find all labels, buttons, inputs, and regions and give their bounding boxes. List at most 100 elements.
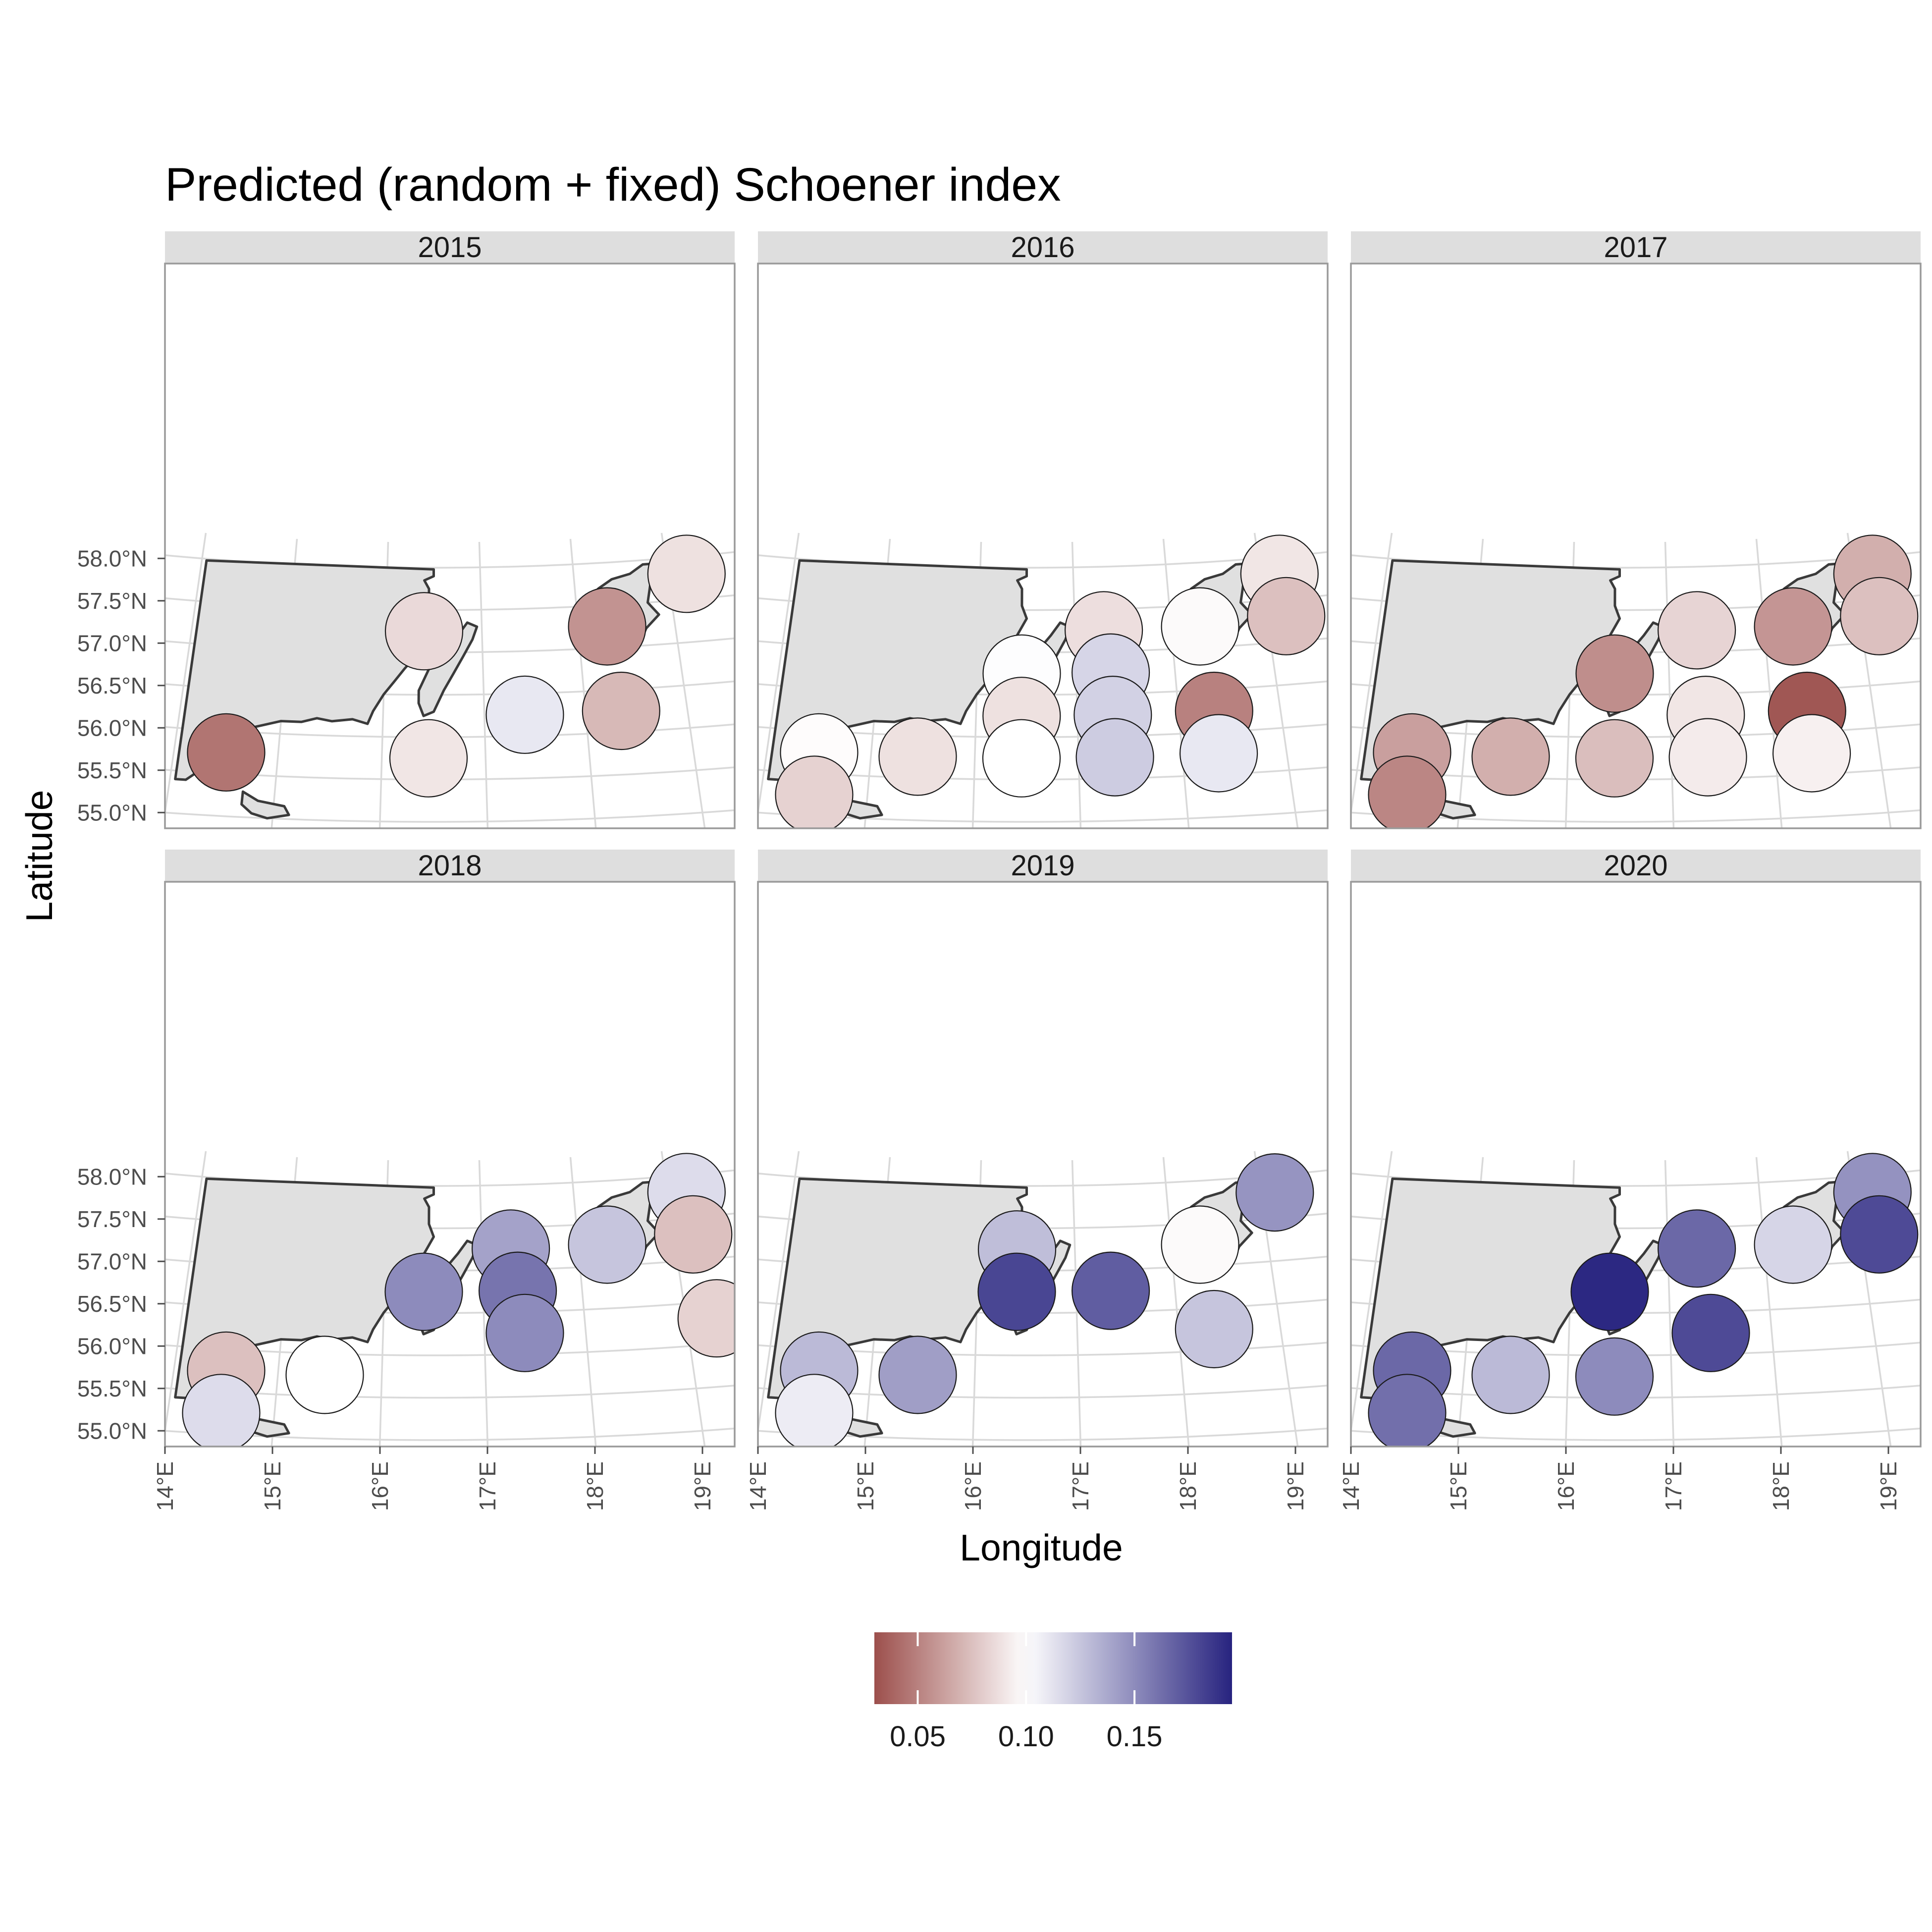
map-area [165, 1151, 735, 1447]
map-area [758, 533, 1328, 828]
latitude-tick-label: 57.5°N [77, 1206, 147, 1232]
legend-colorbar [874, 1632, 1232, 1704]
map-area [758, 1151, 1328, 1447]
longitude-tick-label: 15°E [260, 1461, 285, 1511]
facet-panel-2016: 2016 [757, 231, 1329, 829]
index-cell [1840, 1195, 1919, 1274]
longitude-tick-labels: 14°E 15°E 16°E 17°E 18°E 19°E 14°E 15°E 16°E 17°E… [152, 1447, 1901, 1511]
longitude-tick-label: 15°E [1446, 1461, 1471, 1511]
index-cell [1658, 1209, 1736, 1288]
index-cell [1668, 718, 1747, 797]
latitude-tick-label: 55.0°N [77, 800, 147, 825]
index-cell [1471, 717, 1550, 796]
legend-tick-label: 0.05 [890, 1720, 946, 1753]
latitude-tick-label: 55.5°N [77, 757, 147, 783]
longitude-tick-label: 18°E [1175, 1461, 1201, 1511]
index-cell [285, 1336, 364, 1414]
index-cell [1235, 1153, 1314, 1232]
facet-strip-label: 2015 [418, 231, 482, 264]
longitude-gridline [1071, 1160, 1082, 1447]
index-cell [1180, 714, 1258, 793]
latitude-tick-label: 56.5°N [77, 1291, 147, 1317]
facet-strip-label: 2018 [418, 850, 482, 882]
panel-border [1350, 263, 1922, 829]
index-cell [568, 587, 646, 666]
latitude-tick-label: 58.0°N [77, 545, 147, 571]
longitude-gridline [569, 1157, 597, 1447]
latitude-tick-label: 58.0°N [77, 1164, 147, 1189]
index-cell [1575, 1337, 1654, 1416]
longitude-tick-label: 14°E [745, 1461, 771, 1511]
index-cell [775, 1374, 854, 1447]
longitude-tick-label: 16°E [367, 1461, 393, 1511]
longitude-gridline [758, 533, 800, 819]
facet-strip [165, 231, 735, 264]
longitude-gridline [569, 538, 597, 828]
index-cell [647, 535, 726, 613]
index-cell [1575, 634, 1654, 713]
index-cell [1658, 591, 1736, 670]
longitude-gridline [758, 1151, 800, 1437]
index-cell [182, 1374, 261, 1447]
map-area [165, 533, 735, 828]
facet-strip [1351, 850, 1921, 882]
latitude-gridline [165, 809, 735, 823]
panel-border [757, 263, 1329, 829]
latitude-tick-label: 57.5°N [77, 588, 147, 614]
longitude-gridline [165, 533, 207, 819]
index-cell [1072, 1251, 1150, 1330]
longitude-tick-label: 14°E [152, 1461, 178, 1511]
longitude-gridline [478, 541, 489, 828]
index-cell [485, 1293, 564, 1372]
facet-strip [758, 231, 1328, 264]
longitude-tick-label: 16°E [960, 1461, 986, 1511]
index-cell [568, 1205, 646, 1284]
panel-border [1350, 881, 1922, 1448]
index-cell [1075, 718, 1154, 797]
facet-strip [165, 850, 735, 882]
longitude-tick-label: 16°E [1553, 1461, 1579, 1511]
longitude-tick-label: 18°E [1768, 1461, 1794, 1511]
bornholm-island [240, 790, 290, 820]
latitude-tick-label: 57.0°N [77, 630, 147, 656]
index-cell [1754, 587, 1832, 666]
facet-strip-label: 2019 [1011, 850, 1074, 882]
longitude-tick-label: 19°E [1876, 1461, 1901, 1511]
map-area [1351, 1151, 1921, 1447]
index-cell [1175, 1289, 1253, 1369]
index-cell [485, 675, 564, 754]
index-cell [1575, 719, 1654, 798]
facet-panel-2018: 2018 [164, 850, 736, 1448]
index-cell [582, 671, 660, 751]
facet-panel-2017: 2017 [1350, 231, 1922, 829]
latitude-tick-label: 55.0°N [77, 1418, 147, 1444]
facet-strip-label: 2017 [1604, 231, 1667, 264]
facet-strip-label: 2020 [1604, 850, 1667, 882]
color-legend: 0.05 0.10 0.15 [874, 1632, 1232, 1753]
longitude-gridline [1755, 1157, 1783, 1447]
facet-panel-2019: 2019 [757, 850, 1329, 1448]
facet-panels: 2015 2016 2017 2018 2019 2020 [164, 231, 1922, 1448]
longitude-gridline [1664, 541, 1675, 828]
index-cell [389, 719, 468, 798]
latitude-tick-labels: 55.0°N 55.5°N 56.0°N 56.5°N 57.0°N 57.5°N 58.0… [77, 545, 165, 1444]
legend-tick-label: 0.15 [1107, 1720, 1163, 1753]
longitude-tick-label: 17°E [1661, 1461, 1686, 1511]
map-area [1351, 533, 1921, 828]
index-cell [1471, 1336, 1550, 1414]
index-cell [187, 713, 266, 792]
index-cell [977, 1252, 1056, 1331]
index-cell [1840, 577, 1919, 655]
index-cell [1161, 1205, 1239, 1284]
index-cell [982, 719, 1061, 798]
longitude-gridline [1071, 541, 1082, 828]
panel-border [164, 263, 736, 829]
facet-strip-label: 2016 [1011, 231, 1074, 264]
longitude-gridline [1351, 1151, 1393, 1437]
index-cell [1772, 714, 1851, 793]
latitude-tick-label: 56.5°N [77, 673, 147, 698]
latitude-tick-label: 55.5°N [77, 1376, 147, 1401]
longitude-gridline [1351, 533, 1393, 819]
index-cell [384, 1252, 463, 1331]
